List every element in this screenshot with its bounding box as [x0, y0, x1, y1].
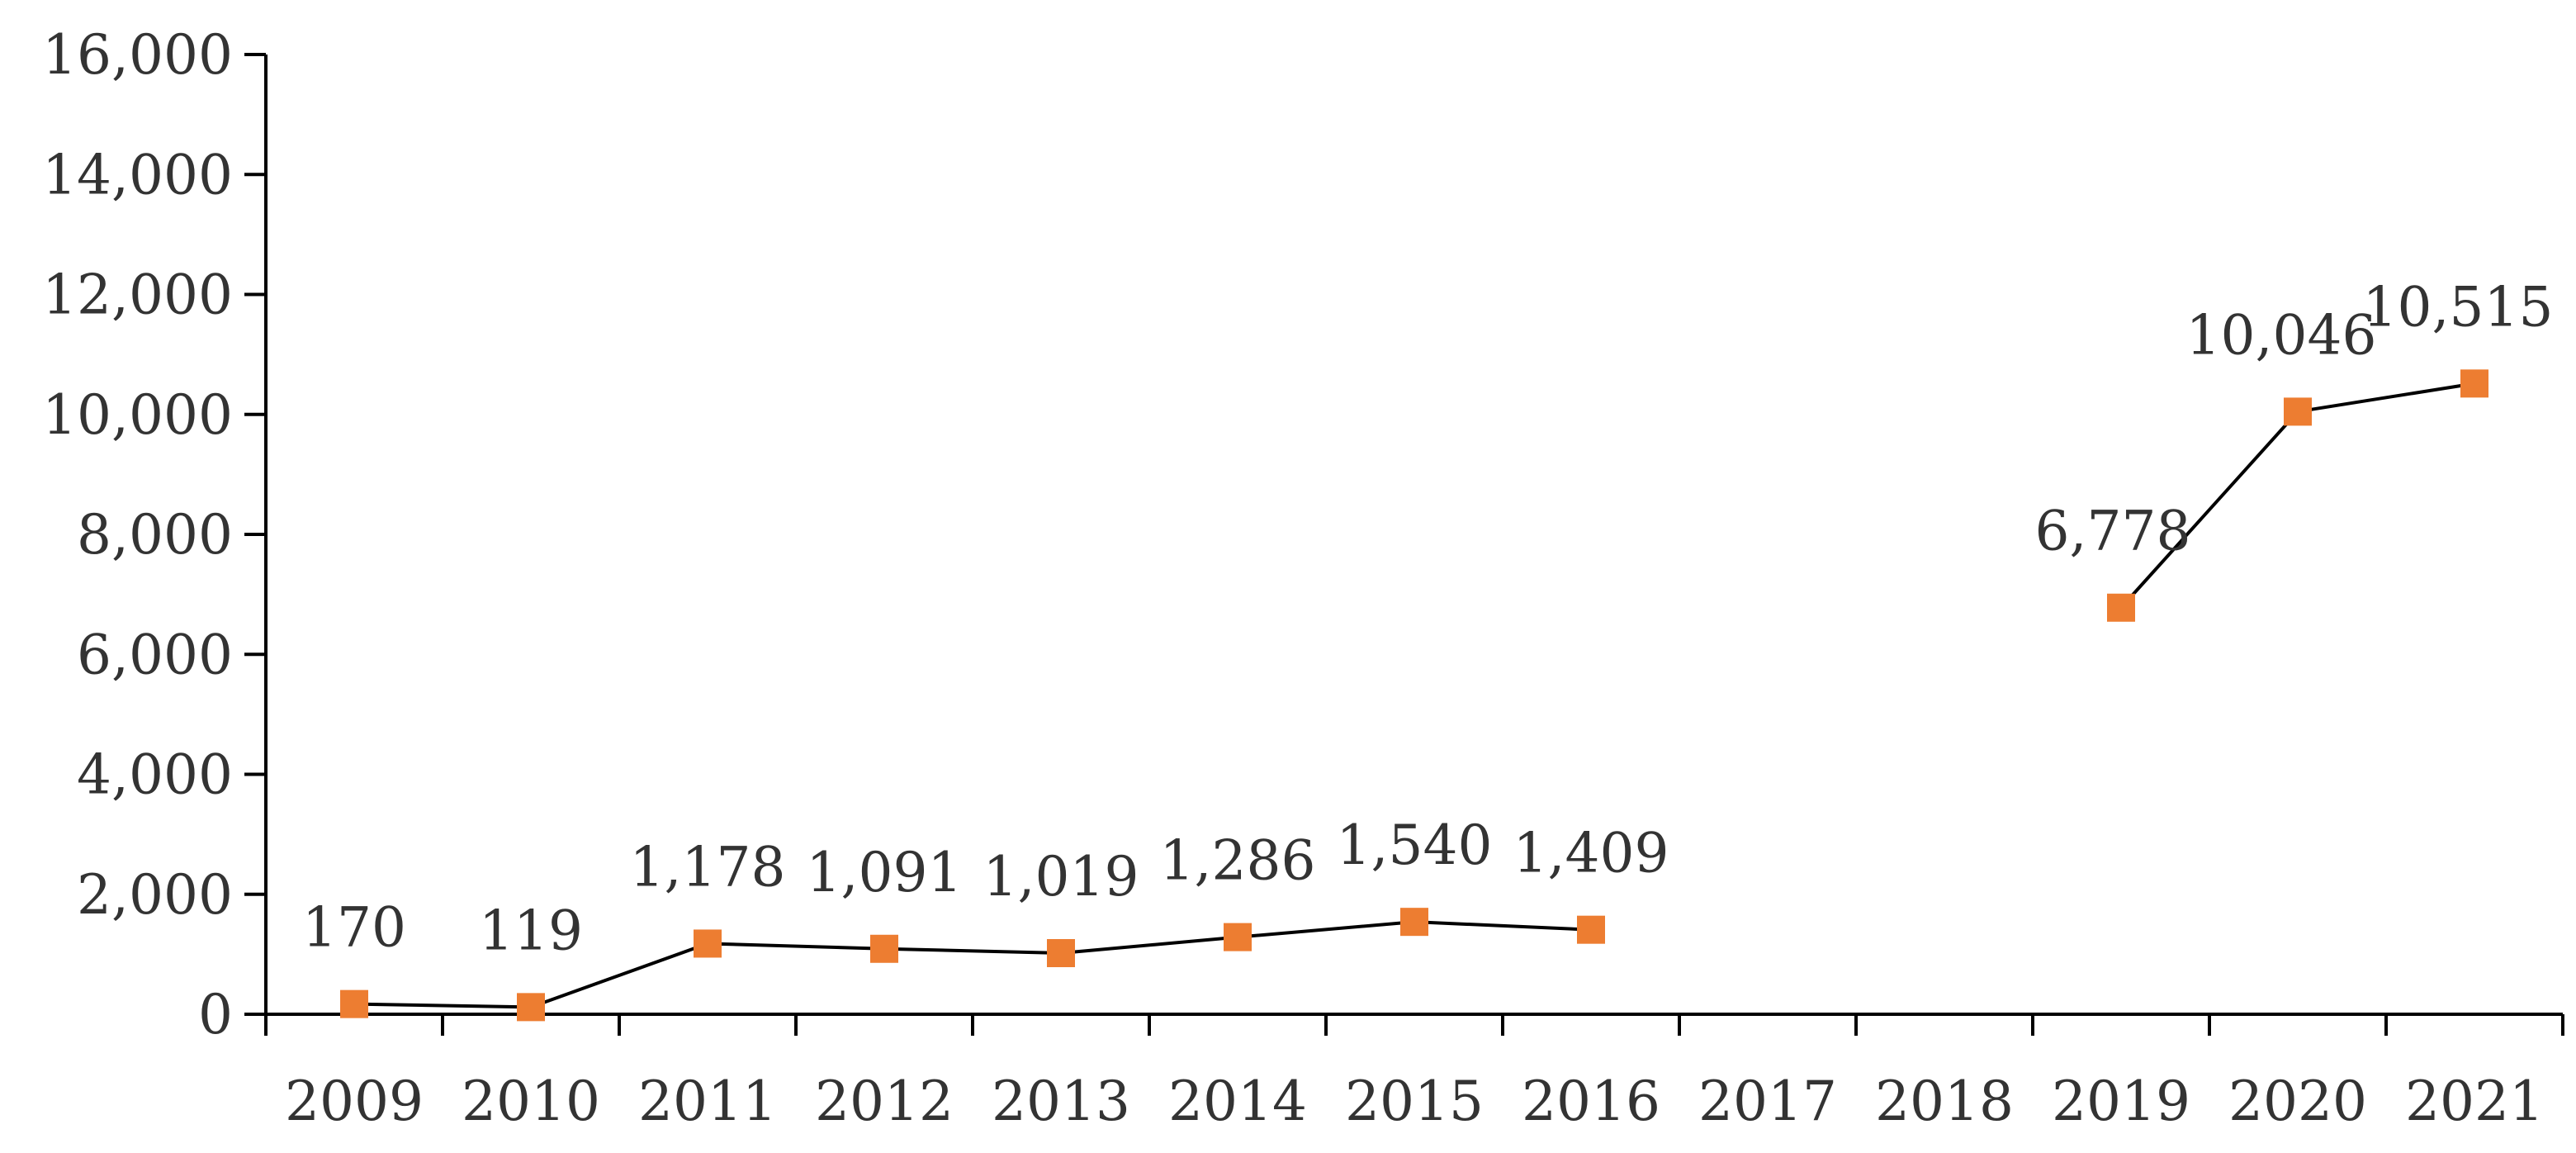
data-point-marker [517, 993, 545, 1022]
y-tick-label: 6,000 [77, 623, 233, 686]
data-label: 170 [302, 896, 406, 960]
x-tick-label: 2014 [1168, 1070, 1307, 1133]
y-tick-label: 0 [198, 983, 233, 1046]
y-axis-ticks: 0 2,000 4,000 6,000 8,000 10,000 12,000 14,000 1… [42, 23, 266, 1046]
y-tick-label: 12,000 [42, 263, 233, 327]
x-tick-label: 2019 [2052, 1070, 2190, 1133]
data-point-marker [1224, 923, 1252, 951]
y-tick-label: 14,000 [42, 143, 233, 206]
data-label: 10,046 [2186, 303, 2377, 367]
data-point-marker [694, 929, 722, 958]
data-label: 1,091 [807, 841, 963, 904]
series-markers [340, 369, 2488, 1022]
x-tick-label: 2021 [2405, 1070, 2544, 1133]
data-point-marker [870, 934, 898, 963]
x-tick-label: 2013 [992, 1070, 1130, 1133]
x-tick-label: 2020 [2228, 1070, 2367, 1133]
y-tick-label: 4,000 [77, 743, 233, 807]
data-label: 1,286 [1160, 829, 1316, 893]
x-tick-label: 2012 [815, 1070, 954, 1133]
x-tick-label: 2015 [1345, 1070, 1484, 1133]
data-point-marker [340, 989, 368, 1018]
y-tick-label: 10,000 [42, 383, 233, 447]
data-point-marker [1047, 938, 1075, 967]
data-point-marker [2460, 369, 2488, 398]
x-tick-label: 2017 [1698, 1070, 1837, 1133]
x-tick-label: 2011 [638, 1070, 777, 1133]
data-label: 1,540 [1337, 814, 1493, 877]
data-label: 1,409 [1513, 822, 1669, 885]
series-line-segment [353, 920, 1592, 1009]
data-labels: 170 119 1,178 1,091 1,019 1,286 1,540 1,409 6,77… [302, 275, 2553, 962]
x-axis-ticks: 2009 2010 2011 2012 2013 2014 2015 2016 2017 2018… [264, 1014, 2564, 1133]
data-point-marker [1577, 915, 1605, 944]
data-point-marker [2107, 593, 2135, 622]
data-label: 119 [479, 899, 583, 962]
x-tick-label: 2018 [1875, 1070, 2014, 1133]
data-label: 6,778 [2035, 500, 2191, 563]
data-label: 1,178 [630, 835, 786, 899]
y-tick-label: 8,000 [77, 503, 233, 567]
x-tick-label: 2016 [1522, 1070, 1660, 1133]
x-tick-label: 2010 [462, 1070, 600, 1133]
x-tick-label: 2009 [285, 1070, 424, 1133]
y-tick-label: 2,000 [77, 863, 233, 927]
data-point-marker [1400, 908, 1428, 937]
data-point-marker [2284, 397, 2312, 426]
data-label: 10,515 [2363, 275, 2554, 339]
data-label: 1,019 [983, 845, 1139, 909]
y-tick-label: 16,000 [42, 23, 233, 87]
